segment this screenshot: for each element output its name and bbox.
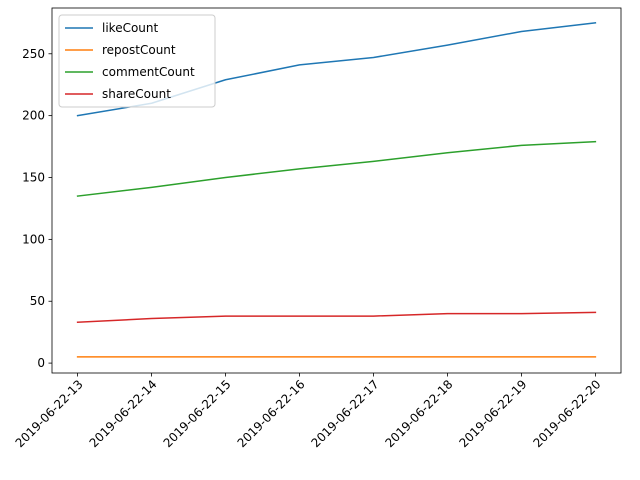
legend-label-repostCount: repostCount xyxy=(102,43,176,57)
legend-label-shareCount: shareCount xyxy=(102,87,171,101)
legend-label-likeCount: likeCount xyxy=(102,21,159,35)
y-tick-label: 50 xyxy=(30,294,45,308)
x-tick-label: 2019-06-22-20 xyxy=(530,377,603,450)
series-line-commentCount xyxy=(76,140,597,197)
y-tick-label: 0 xyxy=(37,356,45,370)
legend-label-commentCount: commentCount xyxy=(102,65,195,79)
y-tick-label: 200 xyxy=(22,109,45,123)
x-tick-label: 2019-06-22-19 xyxy=(456,377,529,450)
x-tick-label: 2019-06-22-15 xyxy=(161,377,234,450)
y-tick-label: 250 xyxy=(22,47,45,61)
x-tick-label: 2019-06-22-16 xyxy=(235,377,308,450)
legend-box xyxy=(58,14,216,108)
plot-frame xyxy=(51,7,622,374)
y-tick-label: 100 xyxy=(22,232,45,246)
x-tick-label: 2019-06-22-14 xyxy=(87,377,160,450)
y-tick-label: 150 xyxy=(22,171,45,185)
x-tick-label: 2019-06-22-13 xyxy=(13,377,86,450)
legend: likeCount repostCount commentCount shareCou… xyxy=(58,14,216,108)
x-tick-label: 2019-06-22-17 xyxy=(309,377,382,450)
x-tick-label: 2019-06-22-18 xyxy=(383,377,456,450)
series-line-shareCount xyxy=(76,311,597,324)
